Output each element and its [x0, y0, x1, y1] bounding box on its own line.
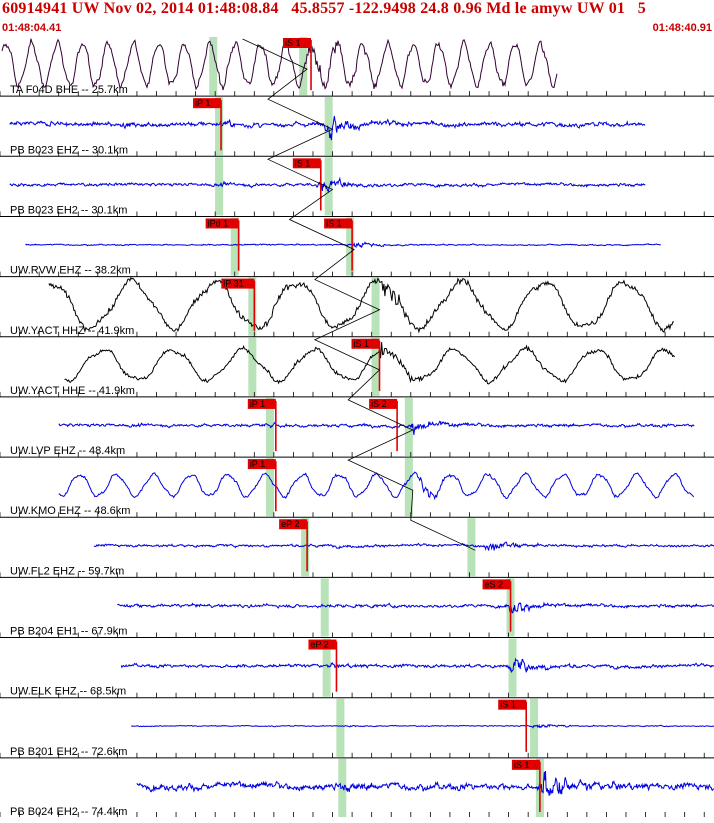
trace-panel: iP 31 UW.YACT HHZ -- 41.9km — [0, 276, 714, 337]
theoretical-p-band — [248, 337, 257, 396]
pick-flag — [279, 519, 308, 530]
pick-flag — [498, 699, 527, 710]
moveout-curve — [242, 38, 476, 551]
waveform — [120, 657, 714, 674]
pick-flag — [511, 759, 540, 770]
theoretical-s-band — [404, 458, 413, 517]
trace-panel: iS 1 UW.YACT HHE -- 41.9km — [0, 336, 714, 397]
theoretical-p-band — [209, 37, 218, 96]
pick-label: iP 1 — [250, 459, 265, 469]
trace-panel: eP 2 UW.FL2 EHZ -- 59.7km — [0, 516, 714, 577]
station-label: UW.LVP EHZ -- 48.4km — [10, 445, 125, 457]
trace-panel: iS 1 PB B024 EH2 -- 74.4km — [0, 757, 714, 818]
pick-label: iS 1 — [353, 339, 369, 349]
pick-flag — [247, 398, 276, 409]
theoretical-p-band — [215, 97, 224, 156]
station-label: UW.YACT HHE -- 41.9km — [10, 385, 135, 397]
theoretical-s-band — [346, 217, 355, 276]
station-label: PB B201 EH2 -- 72.6km — [10, 746, 127, 758]
waveform — [1, 38, 558, 91]
pick-label: iS 1 — [326, 218, 342, 228]
pick-label: eP 2 — [310, 640, 328, 650]
window-start-time: 01:48:04.41 — [2, 22, 62, 34]
trace-panel: iS 1 PB B201 EH2 -- 72.6km — [0, 697, 714, 758]
event-title: 60914941 UW Nov 02, 2014 01:48:08.84 45.… — [2, 0, 646, 17]
pick-label: iS 1 — [514, 760, 530, 770]
pick-label: iPd 1 — [208, 218, 229, 228]
station-label: UW.KMO EHZ -- 48.6km — [10, 505, 130, 517]
waveform — [48, 276, 674, 334]
window-end-time: 01:48:40.91 — [652, 22, 712, 34]
pick-flag — [369, 398, 398, 409]
time-ticks — [0, 91, 705, 817]
pick-flag — [205, 218, 239, 229]
waveform — [58, 420, 695, 435]
station-label: UW.YACT HHZ -- 41.9km — [10, 325, 134, 337]
pick-flag — [482, 579, 511, 590]
theoretical-s-band — [324, 157, 333, 216]
station-label: UW.FL2 EHZ -- 59.7km — [10, 565, 124, 577]
theoretical-s-band — [508, 638, 517, 697]
trace-panel: eP 2 UW.ELK EHZ -- 68.5km — [0, 637, 714, 698]
pick-label: iS 1 — [295, 158, 311, 168]
trace-panel: iP 1 UW.KMO EHZ -- 48.6km — [0, 456, 714, 517]
pick-flag — [308, 639, 337, 650]
pick-flag — [292, 158, 321, 169]
trace-panel: iPd 1 iS 1 UW.RVW EHZ -- 38.2km — [0, 215, 714, 277]
pick-flag — [247, 459, 276, 470]
pick-label: iP 31 — [223, 279, 243, 289]
theoretical-s-band — [324, 97, 333, 156]
pick-flag — [351, 338, 380, 349]
waveform — [136, 770, 714, 796]
pick-label: eS 2 — [485, 579, 504, 589]
theoretical-s-band — [404, 397, 413, 457]
pick-label: iP 1 — [250, 399, 265, 409]
pick-label: iS 2 — [371, 399, 387, 409]
event-header: 60914941 UW Nov 02, 2014 01:48:08.84 45.… — [0, 0, 714, 36]
theoretical-p-band — [248, 277, 257, 336]
station-label: PB B023 EH2 -- 30.1km — [10, 204, 127, 216]
trace-panel: iP 1 PB B023 EHZ -- 30.1km — [0, 95, 714, 156]
theoretical-s-band — [530, 698, 539, 757]
theoretical-s-band — [467, 518, 476, 577]
waveform — [9, 115, 646, 141]
pick-flag — [324, 218, 353, 229]
trace-panel: iS 1 PB B023 EH2 -- 30.1km — [0, 155, 714, 216]
theoretical-s-band — [299, 37, 308, 96]
theoretical-p-band — [322, 638, 331, 697]
theoretical-p-band — [336, 698, 345, 757]
station-label: UW.ELK EHZ -- 68.5km — [10, 686, 126, 698]
theoretical-s-band — [371, 337, 380, 396]
waveform — [64, 342, 675, 385]
pick-flag — [193, 98, 222, 109]
pick-label: eP 2 — [281, 519, 299, 529]
theoretical-p-band — [320, 578, 329, 637]
waveform — [58, 471, 695, 501]
station-label: TA F04D BHE -- 25.7km — [10, 84, 128, 96]
pick-flag — [283, 38, 312, 48]
pick-label: iS 1 — [285, 38, 301, 48]
trace-panel: iS 1 TA F04D BHE -- 25.7km — [1, 37, 558, 96]
theoretical-p-band — [230, 217, 239, 276]
station-label: PB B023 EHZ -- 30.1km — [10, 144, 128, 156]
theoretical-p-band — [215, 157, 224, 216]
pick-label: iS 1 — [500, 700, 516, 710]
station-label: PB B204 EH1 -- 67.9km — [10, 626, 127, 638]
theoretical-p-band — [265, 458, 274, 517]
waveform — [9, 176, 646, 193]
trace-panel: eS 2 PB B204 EH1 -- 67.9km — [0, 576, 714, 638]
station-label: PB B024 EH2 -- 74.4km — [10, 806, 127, 818]
waveform — [131, 723, 714, 729]
waveform — [117, 601, 714, 614]
seismogram-panel[interactable]: iS 1 TA F04D BHE -- 25.7km iP 1 PB B023 EHZ… — [0, 36, 714, 818]
station-label: UW.RVW EHZ -- 38.2km — [10, 265, 131, 277]
seismogram-svg[interactable]: iS 1 TA F04D BHE -- 25.7km iP 1 PB B023 EHZ… — [0, 36, 714, 818]
pick-flag — [221, 278, 255, 289]
pick-label: iP 1 — [195, 98, 210, 108]
theoretical-s-band — [371, 277, 380, 336]
theoretical-p-band — [301, 518, 310, 577]
trace-panel: iP 1 iS 2 UW.LVP EHZ -- 48.4km — [0, 396, 714, 457]
waveform — [93, 541, 714, 552]
